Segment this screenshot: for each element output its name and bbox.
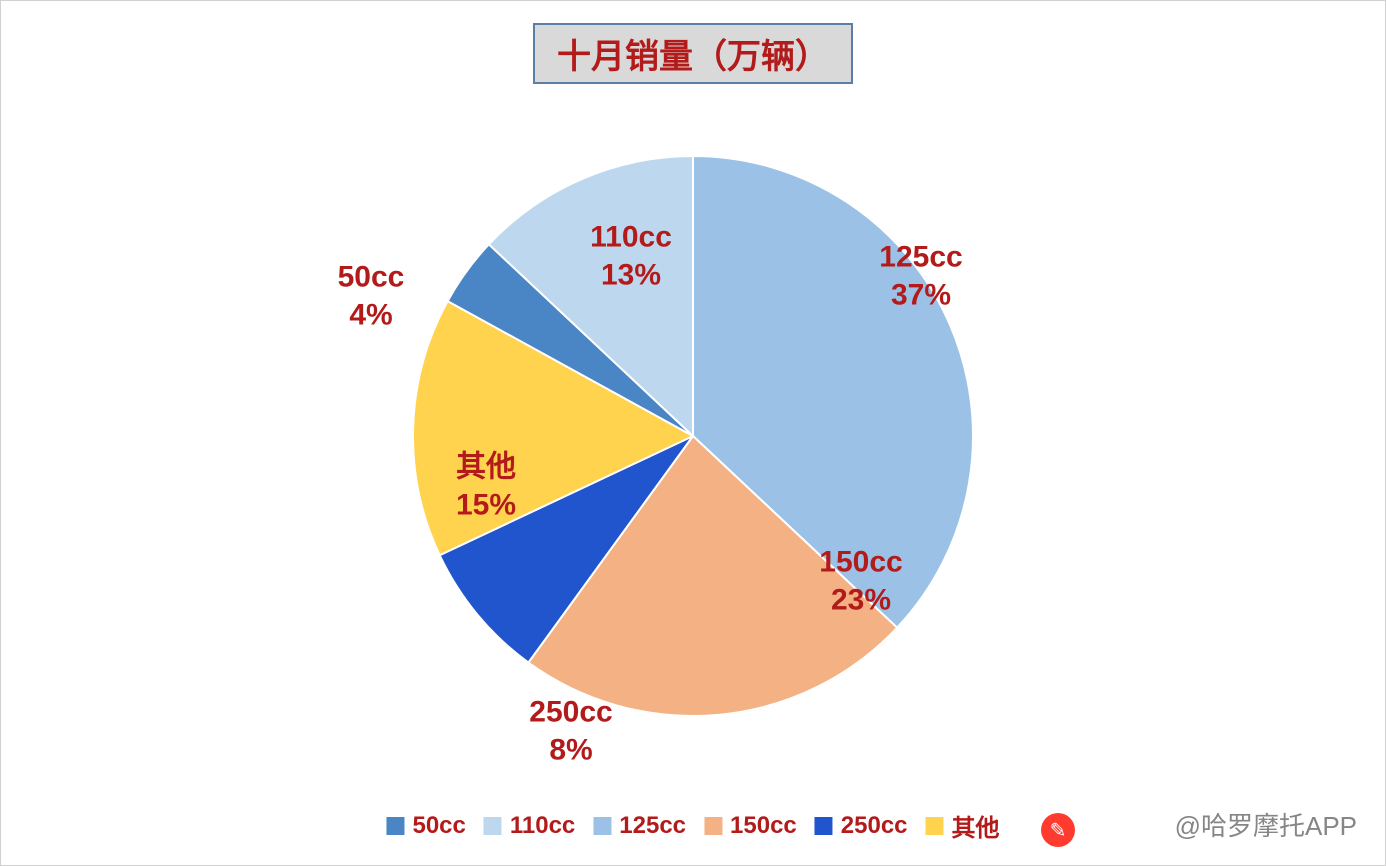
slice-label-percent: 37% <box>879 276 962 314</box>
legend-swatch <box>704 817 722 835</box>
legend-swatch <box>926 817 944 835</box>
slice-label-250cc: 250cc8% <box>529 694 612 769</box>
slice-label-110cc: 110cc13% <box>590 219 672 294</box>
legend-item-110cc: 110cc <box>484 812 575 840</box>
slice-label-name: 250cc <box>529 694 612 732</box>
slice-label-其他: 其他15% <box>456 449 516 524</box>
slice-label-50cc: 50cc4% <box>338 259 405 334</box>
chart-title: 十月销量（万辆） <box>533 23 853 84</box>
legend-swatch <box>593 817 611 835</box>
slice-label-percent: 23% <box>819 581 902 619</box>
slice-label-name: 150cc <box>819 544 902 582</box>
slice-label-percent: 15% <box>456 486 516 524</box>
legend-swatch <box>815 817 833 835</box>
legend-item-250cc: 250cc <box>815 812 908 840</box>
legend-swatch <box>484 817 502 835</box>
pencil-icon: ✎ <box>1050 818 1067 843</box>
slice-label-percent: 4% <box>338 296 405 334</box>
legend-label: 其他 <box>952 808 1000 843</box>
slice-label-name: 其他 <box>456 449 516 487</box>
slice-label-percent: 8% <box>529 731 612 769</box>
slice-label-name: 110cc <box>590 219 672 257</box>
legend-item-150cc: 150cc <box>704 812 797 840</box>
slice-label-name: 125cc <box>879 239 962 277</box>
legend-item-125cc: 125cc <box>593 812 686 840</box>
legend-item-50cc: 50cc <box>386 812 465 840</box>
slice-label-name: 50cc <box>338 259 405 297</box>
legend-label: 125cc <box>619 812 686 840</box>
legend-label: 250cc <box>841 812 908 840</box>
legend-swatch <box>386 817 404 835</box>
legend-label: 50cc <box>412 812 465 840</box>
slice-label-150cc: 150cc23% <box>819 544 902 619</box>
pie-chart: 十月销量（万辆） 125cc37%150cc23%250cc8%其他15%50c… <box>1 1 1385 865</box>
legend-label: 150cc <box>730 812 797 840</box>
legend-label: 110cc <box>510 812 575 840</box>
slice-label-percent: 13% <box>590 256 672 294</box>
legend-item-其他: 其他 <box>926 808 1000 843</box>
watermark-text: @哈罗摩托APP <box>1175 806 1357 843</box>
watermark-icon: ✎ <box>1041 813 1075 847</box>
legend: 50cc 110cc 125cc 150cc 250cc 其他 <box>386 808 999 843</box>
slice-label-125cc: 125cc37% <box>879 239 962 314</box>
